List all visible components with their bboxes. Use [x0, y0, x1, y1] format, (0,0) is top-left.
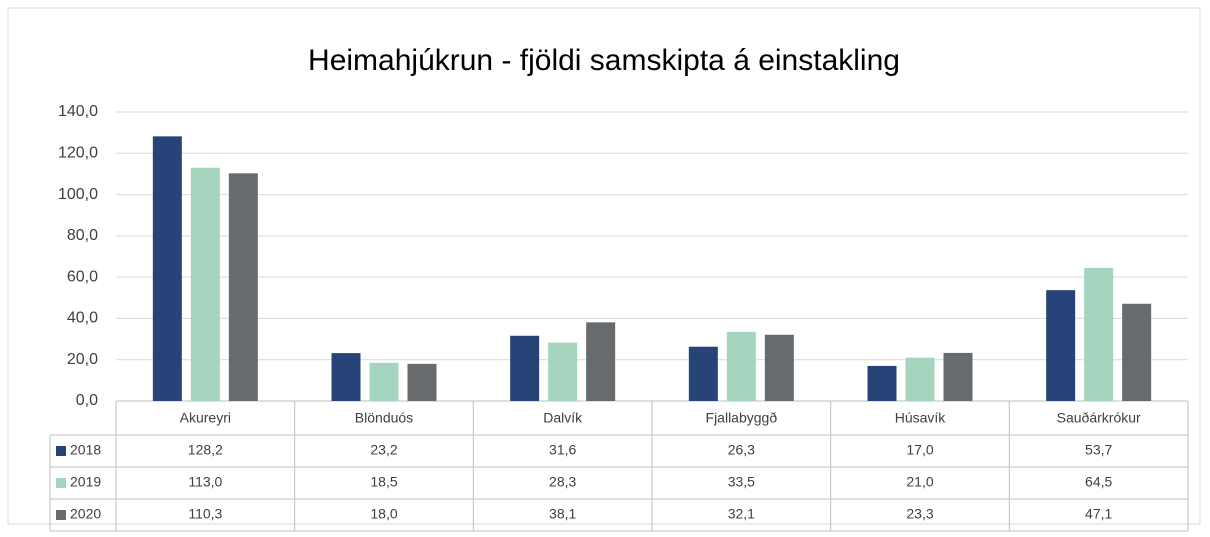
- bar: [764, 334, 794, 401]
- bar: [1122, 303, 1152, 401]
- table-value: 64,5: [1085, 474, 1112, 490]
- x-tick-label: Dalvík: [543, 410, 583, 426]
- y-tick-label: 0,0: [76, 392, 98, 409]
- bar: [190, 167, 220, 401]
- bar: [228, 173, 258, 401]
- x-tick-label: Blönduós: [355, 410, 413, 426]
- bar: [510, 335, 540, 401]
- x-tick-label: Akureyri: [180, 410, 231, 426]
- bar: [1084, 267, 1114, 401]
- bar: [369, 362, 399, 401]
- table-value: 128,2: [188, 442, 223, 458]
- legend-swatch: [56, 478, 66, 488]
- y-tick-label: 120,0: [58, 145, 98, 162]
- bar: [867, 365, 897, 401]
- bar: [943, 352, 973, 401]
- legend-swatch: [56, 446, 66, 456]
- table-value: 32,1: [728, 506, 755, 522]
- y-tick-label: 140,0: [58, 103, 98, 120]
- table-value: 53,7: [1085, 442, 1112, 458]
- x-tick-label: Sauðárkrókur: [1057, 410, 1141, 426]
- legend-swatch: [56, 510, 66, 520]
- y-tick-label: 20,0: [67, 351, 98, 368]
- y-tick-label: 60,0: [67, 268, 98, 285]
- legend-label: 2019: [70, 474, 101, 490]
- chart-title: Heimahjúkrun - fjöldi samskipta á einsta…: [308, 44, 900, 77]
- chart-border: [7, 7, 1201, 525]
- table-value: 23,3: [906, 506, 933, 522]
- legend-label: 2020: [70, 506, 101, 522]
- bar: [586, 322, 616, 401]
- x-tick-label: Fjallabyggð: [706, 410, 778, 426]
- table-value: 21,0: [906, 474, 933, 490]
- bar: [548, 342, 578, 401]
- bar: [726, 331, 756, 401]
- table-value: 23,2: [370, 442, 397, 458]
- bar: [331, 353, 361, 401]
- y-tick-label: 80,0: [67, 227, 98, 244]
- bar: [407, 363, 437, 401]
- table-value: 31,6: [549, 442, 576, 458]
- bar: [1046, 290, 1076, 401]
- bar: [905, 357, 935, 401]
- legend-label: 2018: [70, 442, 101, 458]
- y-tick-label: 40,0: [67, 310, 98, 327]
- bar: [688, 346, 718, 401]
- table-value: 33,5: [728, 474, 755, 490]
- y-tick-label: 100,0: [58, 186, 98, 203]
- table-value: 113,0: [188, 474, 222, 490]
- x-tick-label: Húsavík: [895, 410, 947, 426]
- table-value: 38,1: [549, 506, 576, 522]
- table-value: 47,1: [1085, 506, 1112, 522]
- table-value: 18,5: [370, 474, 397, 490]
- table-value: 18,0: [370, 506, 397, 522]
- bar: [152, 136, 182, 401]
- table-value: 26,3: [728, 442, 755, 458]
- table-value: 28,3: [549, 474, 576, 490]
- table-value: 110,3: [188, 506, 222, 522]
- table-value: 17,0: [906, 442, 933, 458]
